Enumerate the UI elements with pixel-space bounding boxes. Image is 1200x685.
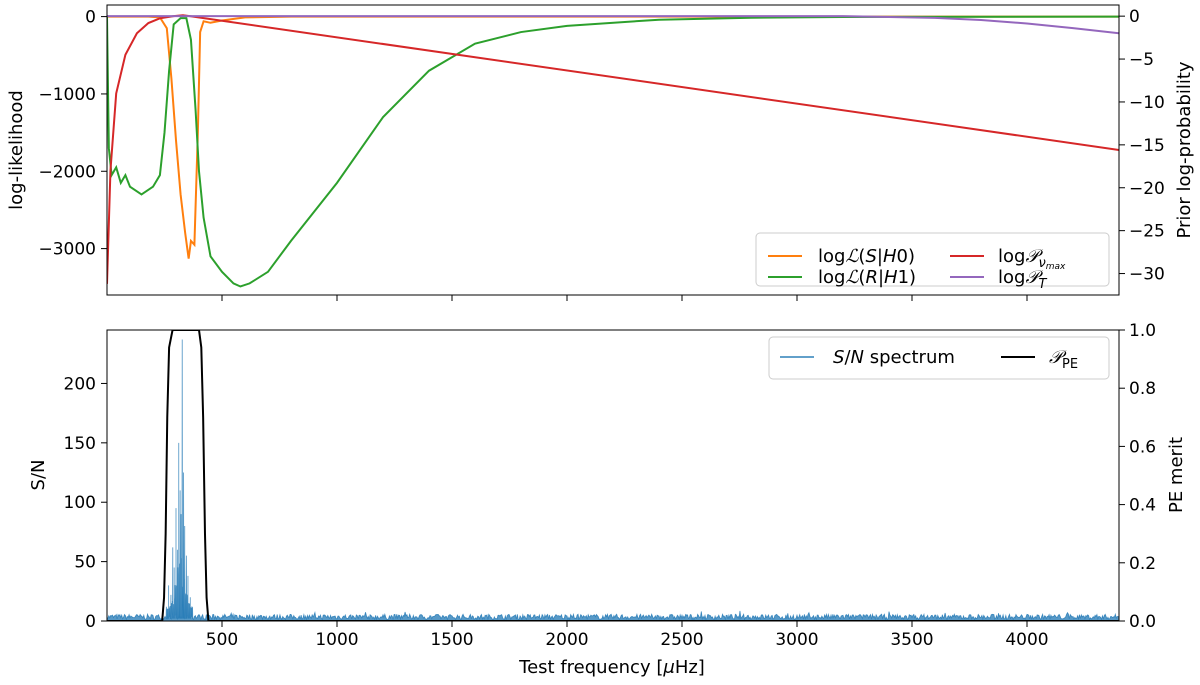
top-right-tick-label: −15 xyxy=(1129,136,1165,156)
bottom-legend-box xyxy=(768,336,1110,380)
bottom-right-tick-label: 0.6 xyxy=(1129,437,1156,457)
bottom-x-tick-label: 2500 xyxy=(660,630,703,650)
legend-label-logP-numax: log𝒫νmax xyxy=(998,246,1066,272)
top-right-yaxis: 0 −5 −10 −15 −20 −25 −30 xyxy=(1119,7,1165,285)
top-legend-box xyxy=(755,232,1110,287)
bottom-left-yaxis: 0 50 100 150 200 xyxy=(64,374,107,632)
top-right-tick-label: −10 xyxy=(1129,93,1165,113)
bottom-left-tick-label: 150 xyxy=(64,434,96,454)
top-xaxis-ticks xyxy=(221,295,1028,301)
top-series-line-3 xyxy=(107,15,1119,35)
bottom-left-ylabel: S/N xyxy=(28,460,49,491)
legend-label-sn-spectrum: S/N spectrum xyxy=(833,347,955,368)
top-right-tick-label: −5 xyxy=(1129,50,1154,70)
top-panel: 0 −1000 −2000 −3000 0 −5 −10 −15 −20 −25 −30 log-… xyxy=(6,4,1195,301)
bottom-right-ylabel: PE merit xyxy=(1166,437,1187,513)
bottom-legend: S/N spectrum 𝒫PE xyxy=(768,336,1110,380)
top-right-ylabel: Prior log-probability xyxy=(1174,61,1195,238)
bottom-left-tick-label: 50 xyxy=(74,553,96,573)
top-axes-frame xyxy=(106,4,1120,296)
bottom-xlabel: Test frequency [μHz] xyxy=(518,657,705,678)
legend-label-logL-S-H0: logℒ(S|H0) xyxy=(818,246,915,267)
bottom-right-tick-label: 0.2 xyxy=(1129,554,1156,574)
bottom-right-tick-label: 0.0 xyxy=(1129,612,1156,632)
top-left-tick-label: −1000 xyxy=(38,85,96,105)
top-right-tick-label: −25 xyxy=(1129,222,1165,242)
bottom-x-tick-label: 1500 xyxy=(430,630,473,650)
bottom-right-tick-label: 1.0 xyxy=(1129,321,1156,341)
top-series-line-1 xyxy=(107,15,1119,288)
top-left-tick-label: −3000 xyxy=(38,240,96,260)
top-left-ylabel: log-likelihood xyxy=(6,90,27,210)
top-series-line-0 xyxy=(107,15,1119,259)
top-left-yaxis: 0 −1000 −2000 −3000 xyxy=(38,8,107,260)
top-series-lines xyxy=(107,14,1119,288)
top-right-tick-label: −20 xyxy=(1129,179,1165,199)
bottom-x-tick-label: 2000 xyxy=(545,630,588,650)
bottom-right-tick-label: 0.8 xyxy=(1129,379,1156,399)
bottom-panel: 0 50 100 150 200 0.0 0.2 0.4 0.6 0.8 1.0 500 1000 1… xyxy=(28,321,1187,678)
pe-merit-line xyxy=(107,330,1119,621)
bottom-x-tick-label: 3500 xyxy=(890,630,933,650)
bottom-right-tick-label: 0.4 xyxy=(1129,496,1156,516)
bottom-x-tick-label: 500 xyxy=(206,630,238,650)
top-left-tick-label: −2000 xyxy=(38,162,96,182)
legend-label-logL-R-H1: logℒ(R|H1) xyxy=(818,267,916,288)
bottom-right-yaxis: 0.0 0.2 0.4 0.6 0.8 1.0 xyxy=(1119,321,1156,632)
bottom-left-tick-label: 100 xyxy=(64,493,96,513)
top-legend: logℒ(S|H0) logℒ(R|H1) log𝒫νmax log𝒫T xyxy=(755,232,1110,292)
bottom-x-tick-label: 3000 xyxy=(775,630,818,650)
bottom-x-tick-label: 4000 xyxy=(1005,630,1048,650)
bottom-series-lines xyxy=(107,330,1119,621)
bottom-x-tick-label: 1000 xyxy=(315,630,358,650)
bottom-left-tick-label: 200 xyxy=(64,374,96,394)
bottom-left-tick-label: 0 xyxy=(85,612,96,632)
top-right-tick-label: 0 xyxy=(1129,7,1140,27)
top-right-tick-label: −30 xyxy=(1129,265,1165,285)
sn-spectrum-line xyxy=(107,339,1119,621)
bottom-xaxis: 500 1000 1500 2000 2500 3000 3500 4000 xyxy=(206,621,1049,650)
top-left-tick-label: 0 xyxy=(85,8,96,28)
bottom-axes-frame xyxy=(106,329,1120,622)
